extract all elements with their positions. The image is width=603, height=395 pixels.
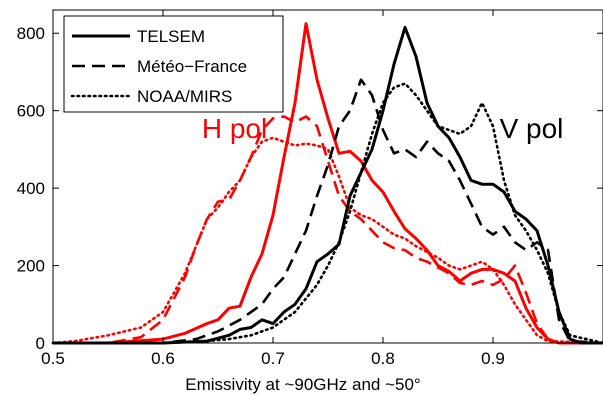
plot-frame [52, 9, 603, 344]
series-layer [51, 22, 603, 345]
series-line-h-pol-dashed [53, 115, 603, 345]
y-tick-label: 400 [17, 179, 45, 198]
annotation-layer: H pol V pol [202, 113, 564, 144]
y-tick-label: 600 [17, 102, 45, 121]
series-line-h-pol-dotted [51, 136, 603, 345]
legend-label: NOAA/MIRS [137, 87, 232, 106]
x-tick-label: 0.8 [371, 349, 395, 368]
series-line-v-pol-dotted [51, 82, 603, 345]
x-tick-label: 0.9 [481, 349, 505, 368]
ticks-layer: 0.5 0.6 0.7 0.8 0.9 0 200 400 600 800 [17, 10, 603, 368]
x-axis-label: Emissivity at ~90GHz and ~50° [185, 375, 420, 394]
series-line-v-pol-dashed [53, 78, 603, 345]
y-tick-label: 200 [17, 257, 45, 276]
legend-label: Météo−France [137, 57, 247, 76]
legend: TELSEM Météo−France NOAA/MIRS [63, 15, 284, 113]
x-tick-label: 0.7 [261, 349, 285, 368]
legend-label: TELSEM [137, 27, 205, 46]
series-line-h-pol-solid [53, 22, 603, 345]
x-tick-label: 0.5 [41, 349, 65, 368]
annotation-h-pol: H pol [202, 113, 267, 144]
y-tick-label: 0 [36, 334, 45, 353]
series-line-v-pol-solid [53, 25, 603, 345]
y-tick-label: 800 [17, 24, 45, 43]
x-tick-label: 0.6 [151, 349, 175, 368]
annotation-v-pol: V pol [500, 113, 564, 144]
